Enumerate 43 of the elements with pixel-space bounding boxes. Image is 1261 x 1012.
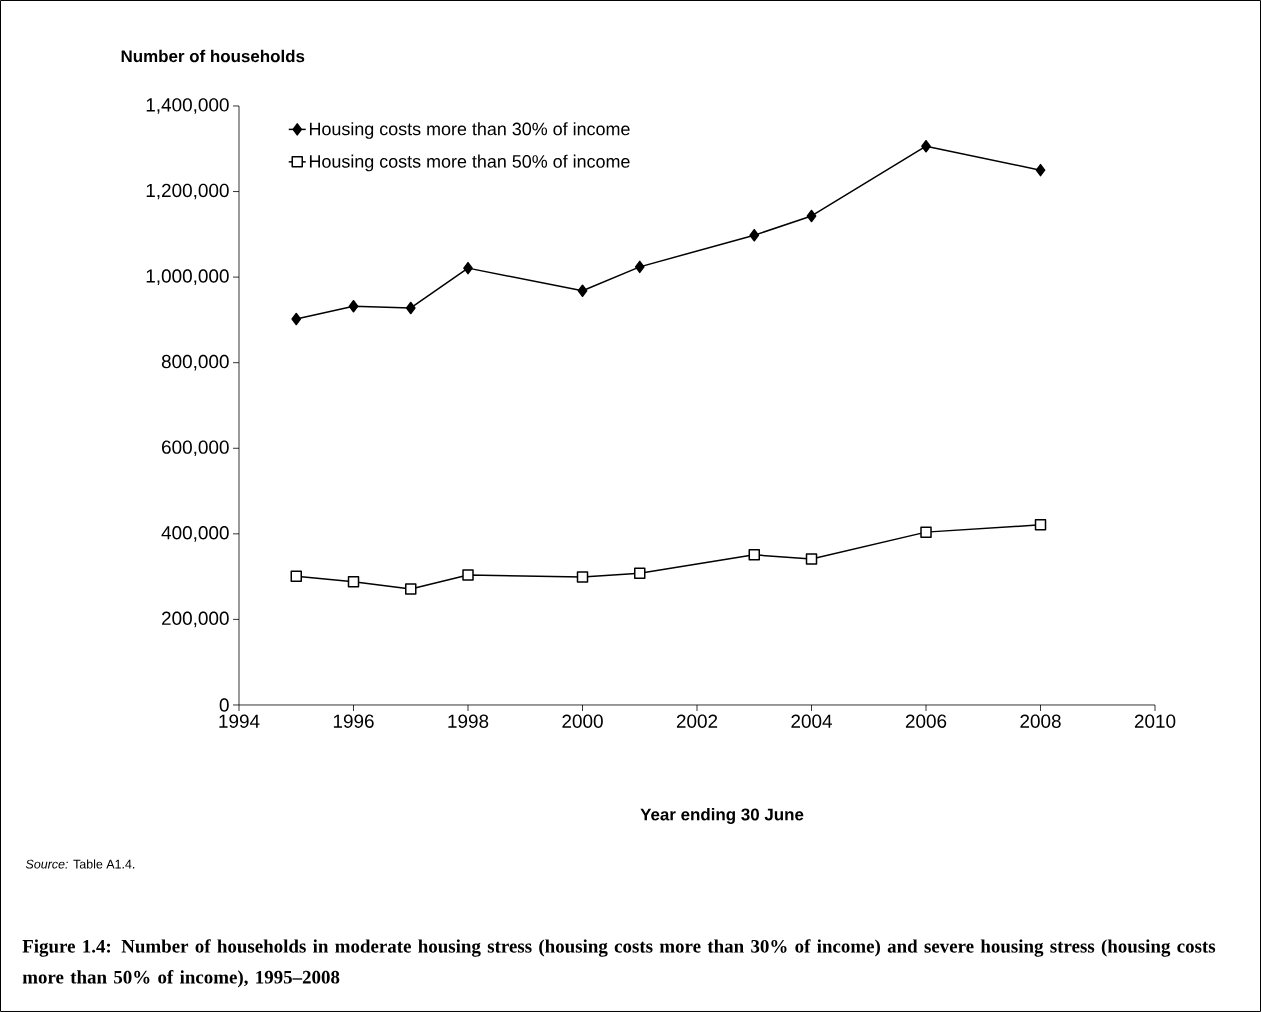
- x-tick-label: 2000: [562, 714, 603, 728]
- point: [634, 260, 645, 274]
- point: [1034, 519, 1047, 531]
- y-axis-title: Number of households: [121, 49, 305, 63]
- y-tick-label: 200,000: [162, 611, 229, 628]
- point: [576, 571, 589, 583]
- x-tick-label: 2002: [676, 714, 718, 728]
- x-tick-label: 2010: [1134, 714, 1176, 728]
- point: [748, 549, 761, 561]
- point: [806, 209, 817, 223]
- point: [921, 139, 931, 153]
- x-tick-label: 2008: [1020, 714, 1061, 728]
- y-tick-label: 0: [219, 698, 229, 712]
- y-tick-label: 800,000: [161, 354, 229, 371]
- point: [1035, 163, 1046, 177]
- point: [577, 284, 588, 298]
- x-tick-label: 1996: [333, 714, 374, 728]
- y-tick-label: 1,200,000: [146, 183, 229, 200]
- text: Figure 1.4: Number of households in moderate housing stress (housing costs more than 30% of income) and severe housing stress (housing costs more than 50% of income), 1995–2008: [22, 939, 1216, 988]
- point: [749, 228, 760, 242]
- x-tick-label: 1994: [219, 714, 260, 728]
- text: Source: Table A1.4.: [25, 859, 135, 869]
- x-axis-title: Year ending 30 June: [640, 808, 804, 824]
- legend-label: Housing costs more than 30% of income: [309, 122, 630, 139]
- point: [405, 583, 417, 595]
- point: [347, 576, 360, 588]
- point: [291, 312, 302, 326]
- x-tick-label: 1998: [448, 714, 489, 728]
- point: [634, 567, 646, 579]
- point: [290, 570, 303, 582]
- point: [462, 569, 474, 581]
- x-tick-label: 2006: [905, 714, 947, 728]
- y-tick-label: 400,000: [161, 526, 229, 542]
- point: [463, 261, 473, 275]
- y-tick-label: 1,000,000: [146, 269, 229, 285]
- point: [805, 553, 818, 565]
- y-tick-label: 600,000: [162, 440, 229, 457]
- y-tick-label: 1,400,000: [146, 98, 229, 114]
- x-tick-label: 2004: [791, 714, 832, 728]
- point: [920, 526, 932, 538]
- point: [348, 299, 359, 313]
- legend-label: Housing costs more than 50% of income: [309, 154, 630, 172]
- point: [405, 301, 416, 315]
